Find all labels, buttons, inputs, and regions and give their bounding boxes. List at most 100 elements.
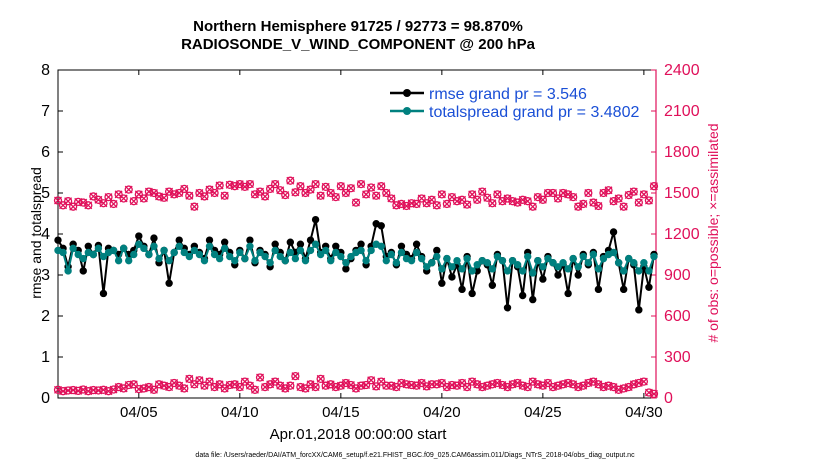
obs-count-low-possible-marker [291, 371, 300, 381]
totalspread-point [367, 246, 375, 255]
obs-count-low-possible-marker [301, 384, 310, 393]
obs-count-high-assimilated-marker [422, 199, 431, 208]
obs-count-low-possible-marker [240, 377, 250, 386]
obs-count-low-assimilated-marker [119, 384, 128, 393]
totalspread-point [296, 246, 305, 255]
totalspread-point [130, 250, 138, 259]
obs-count-low-assimilated-marker [261, 383, 270, 392]
obs-count-high-possible-marker [321, 182, 330, 192]
totalspread-point [89, 250, 98, 259]
y-tick-label: 0 [41, 390, 50, 407]
totalspread-point [397, 248, 406, 257]
totalspread-point [503, 267, 512, 275]
totalspread-point [645, 267, 653, 275]
obs-count-low-assimilated-marker [614, 385, 623, 394]
obs-count-low-assimilated-marker [109, 385, 118, 394]
obs-count-low-assimilated-marker [286, 381, 295, 390]
obs-count-high-possible-marker [351, 198, 361, 207]
obs-count-high-possible-marker [538, 195, 548, 204]
totalspread-point [332, 248, 340, 257]
obs-count-high-assimilated-marker [549, 189, 557, 197]
obs-count-low-assimilated-marker [609, 383, 618, 392]
obs-count-high-assimilated-marker [352, 198, 360, 207]
rmse-point [554, 271, 562, 279]
obs-count-high-assimilated-marker [513, 198, 522, 207]
obs-count-high-assimilated-marker [205, 185, 214, 194]
totalspread-point [79, 254, 87, 263]
totalspread-point [64, 267, 72, 275]
obs-count-low-assimilated-marker [589, 377, 598, 386]
obs-count-low-assimilated-marker [331, 383, 340, 392]
obs-count-high-possible-marker [281, 190, 290, 200]
obs-count-low-assimilated-marker [604, 381, 613, 390]
obs-count-low-possible-marker [523, 382, 532, 392]
obs-count-low-assimilated-marker [256, 373, 264, 382]
obs-count-high-possible-marker [296, 182, 305, 191]
obs-count-high-assimilated-marker [165, 187, 174, 196]
obs-count-high-assimilated-marker [518, 195, 527, 204]
obs-count-high-assimilated-marker [447, 193, 456, 202]
totalspread-point [311, 240, 320, 248]
chart-subtitle: RADIOSONDE_V_WIND_COMPONENT @ 200 hPa [181, 36, 535, 53]
obs-count-low-assimilated-marker [336, 381, 345, 390]
data-file-footer: data file: /Users/raeder/DAI/ATM_forcXX/… [195, 452, 635, 459]
y-tick-label: 3 [41, 267, 50, 284]
x-tick-label: 04/20 [423, 404, 461, 421]
obs-count-low-assimilated-marker [377, 377, 386, 386]
obs-count-low-assimilated-marker [79, 385, 88, 394]
obs-count-high-assimilated-marker [594, 202, 603, 210]
obs-count-low-assimilated-marker [296, 383, 305, 392]
totalspread-point [463, 254, 471, 263]
obs-count-low-assimilated-marker [639, 377, 648, 386]
obs-count-high-possible-marker [473, 195, 482, 204]
obs-count-high-possible-marker [109, 199, 118, 209]
obs-count-low-possible-marker [271, 377, 280, 386]
obs-count-high-possible-marker [634, 198, 643, 207]
obs-count-low-assimilated-marker [281, 384, 290, 393]
obs-count-high-assimilated-marker [604, 186, 613, 195]
rmse-point [54, 236, 62, 244]
obs-count-low-assimilated-marker [569, 380, 578, 389]
obs-count-high-assimilated-marker [139, 194, 148, 203]
obs-count-low-assimilated-marker [559, 380, 568, 389]
totalspread-point [256, 248, 264, 257]
totalspread-point [625, 254, 633, 263]
y2-tick-label: 1500 [664, 185, 700, 202]
obs-count-high-possible-marker [220, 191, 229, 200]
totalspread-point [524, 252, 532, 261]
obs-count-low-possible-marker [437, 378, 447, 388]
obs-count-high-assimilated-marker [170, 190, 179, 199]
obs-count-high-possible-marker [58, 201, 68, 210]
obs-count-low-assimilated-marker [634, 379, 643, 387]
obs-count-low-assimilated-marker [422, 382, 431, 391]
x-tick-label: 04/30 [625, 404, 663, 421]
obs-count-high-assimilated-marker [195, 189, 204, 197]
obs-count-low-assimilated-marker [458, 379, 467, 387]
obs-count-high-possible-marker [134, 190, 143, 199]
obs-count-high-assimilated-marker [624, 191, 633, 200]
obs-count-high-possible-marker [175, 188, 184, 198]
obs-count-high-possible-marker [366, 183, 376, 192]
obs-count-low-assimilated-marker [104, 387, 113, 396]
obs-count-high-possible-marker [488, 199, 497, 208]
obs-count-high-assimilated-marker [119, 194, 128, 203]
obs-count-low-assimilated-marker [291, 372, 300, 381]
totalspread-point [321, 246, 330, 255]
obs-count-low-assimilated-marker [387, 381, 396, 390]
totalspread-point [498, 256, 507, 265]
obs-count-high-assimilated-marker [528, 202, 537, 211]
totalspread-point [614, 259, 623, 267]
obs-count-high-assimilated-marker [437, 190, 446, 199]
obs-count-high-assimilated-marker [463, 200, 472, 209]
obs-count-high-possible-marker [457, 195, 467, 204]
obs-count-high-possible-marker [548, 188, 558, 198]
obs-count-high-assimilated-marker [432, 201, 441, 210]
obs-count-high-assimilated-marker [311, 180, 320, 189]
obs-count-high-possible-marker [387, 194, 396, 203]
totalspread-point [650, 252, 658, 261]
rmse-point [84, 242, 93, 251]
obs-count-low-assimilated-marker [114, 383, 123, 392]
totalspread-point [327, 256, 335, 265]
totalspread-point [99, 252, 108, 261]
rmse-point [458, 285, 466, 294]
